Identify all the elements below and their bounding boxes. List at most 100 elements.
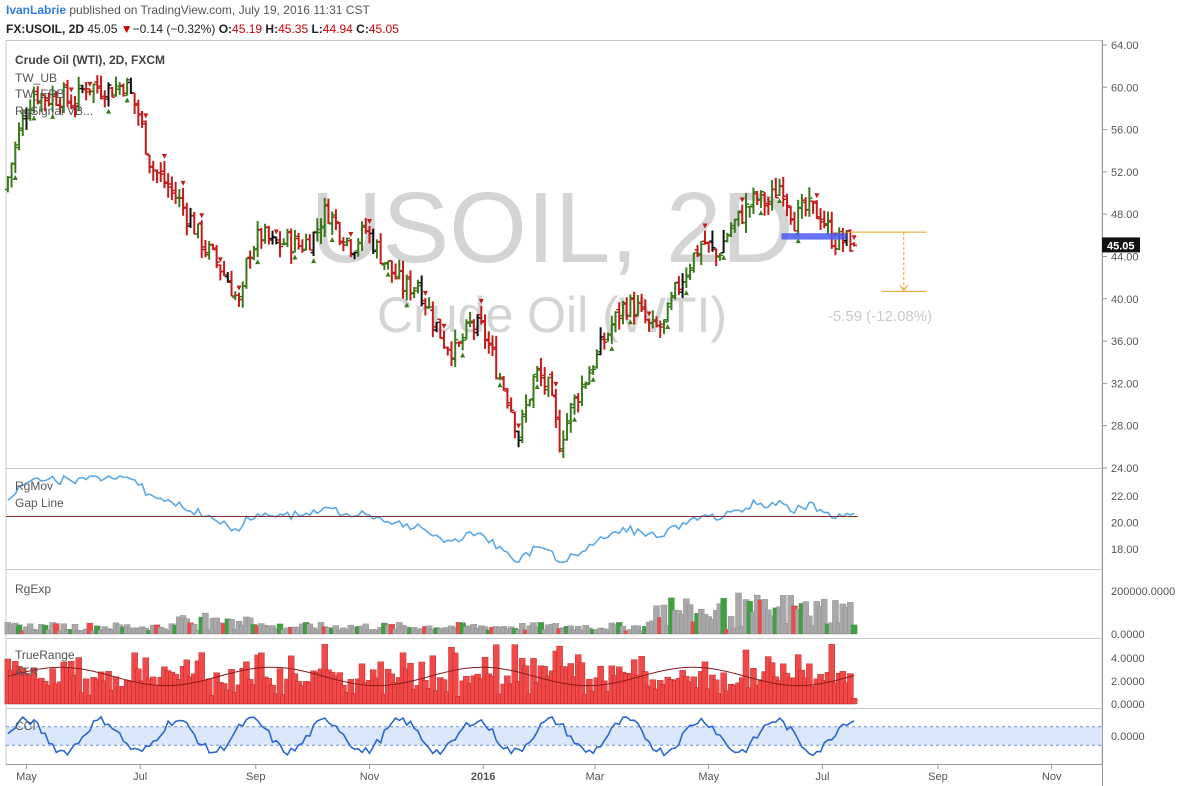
price-tick-label: 44.00 (1111, 252, 1139, 264)
truerange-bar (452, 652, 459, 705)
low-label: L: (311, 22, 323, 36)
truerange-bar (578, 662, 586, 705)
rgexp-tick-label: 200000.0000 (1111, 586, 1175, 598)
rgexp-tick-label: 0.0000 (1111, 629, 1145, 641)
price-tick-label: 24.00 (1111, 463, 1139, 475)
rgexp-bar (735, 592, 742, 635)
cci-tick-label: 0.0000 (1111, 731, 1145, 743)
signal-down-icon (366, 218, 372, 224)
rgexp-bar (850, 624, 858, 635)
close-value: 45.05 (368, 22, 399, 36)
price-tick-label: 56.00 (1111, 125, 1139, 137)
signal-up-icon (497, 382, 503, 388)
price-tag: 45.05 (1107, 240, 1135, 252)
signal-up-icon (255, 259, 261, 265)
rgexp-bar (780, 595, 787, 635)
signal-down-icon (68, 87, 74, 93)
signal-up-icon (329, 236, 335, 242)
time-tick-label: Nov (1042, 771, 1062, 783)
truerange-bar (429, 655, 437, 705)
rgexp-bar (15, 624, 23, 635)
time-tick-label: May (16, 771, 37, 783)
indicator-label-3: RgSignal VB... (15, 104, 93, 118)
signal-up-icon (609, 345, 615, 351)
price-tick-label: 48.00 (1111, 209, 1139, 221)
rgexp-bar (619, 625, 627, 635)
signal-down-icon (217, 257, 223, 263)
signal-down-icon (739, 197, 745, 203)
rgexp-bar (276, 623, 284, 635)
symbol-quote: FX:USOIL, 2D 45.05 ▼−0.14 (−0.32%) O:45.… (6, 22, 399, 36)
truerange-bar (377, 661, 384, 705)
rgexp-bar (41, 624, 49, 635)
time-tick-label: Jul (815, 771, 829, 783)
indicator-label-2: TW_EPB (15, 87, 64, 101)
signal-up-icon (534, 383, 540, 389)
price-tick-label: 32.00 (1111, 378, 1139, 390)
symbol-label[interactable]: FX:USOIL, 2D (6, 22, 85, 36)
pane-label-cci: CCI (15, 719, 36, 733)
rgmov-tick-label: 18.00 (1111, 544, 1139, 556)
open-value: 45.19 (232, 22, 263, 36)
signal-down-icon (161, 153, 167, 159)
signal-up-icon (590, 376, 596, 382)
signal-up-icon (795, 238, 801, 244)
low-value: 44.94 (322, 22, 353, 36)
truerange-tick-label: 4.0000 (1111, 653, 1145, 665)
rgexp-bar (720, 597, 727, 635)
truerange-bar (228, 669, 235, 705)
high-value: 45.35 (278, 22, 309, 36)
rgexp-bar (686, 604, 694, 635)
truerange-bar (82, 678, 90, 705)
signal-up-icon (292, 254, 298, 260)
open-label: O: (218, 22, 233, 36)
atr-line (7, 666, 855, 687)
truerange-bar (828, 644, 835, 705)
target-zone (781, 233, 847, 240)
rgexp-bar (27, 623, 34, 635)
cci-line (7, 715, 855, 757)
rgexp-bar (537, 622, 545, 635)
signal-down-icon (441, 323, 447, 329)
time-tick-label: May (698, 771, 719, 783)
rgmov-tick-label: 22.00 (1111, 491, 1139, 503)
price-tick-label: 40.00 (1111, 294, 1139, 306)
truerange-bar (75, 657, 82, 705)
time-tick-label: Nov (360, 771, 380, 783)
signal-up-icon (777, 197, 783, 203)
rgexp-bar (519, 623, 526, 635)
rgexp-bar (191, 623, 198, 635)
chart-header: IvanLabrie published on TradingView.com,… (0, 0, 1184, 40)
rgexp-bar (806, 615, 813, 635)
time-tick-label: 2016 (471, 771, 495, 783)
signal-up-icon (311, 258, 317, 264)
cci-band (6, 726, 1102, 746)
signal-down-icon (273, 229, 279, 235)
signal-up-icon (50, 113, 56, 119)
indicator-panes (4, 474, 1102, 757)
author-link[interactable]: IvanLabrie (6, 3, 67, 17)
truerange-tick-label: 0.0000 (1111, 699, 1145, 711)
truerange-bar (493, 644, 500, 705)
signal-up-icon (106, 108, 112, 114)
pane-label-rgmov: RgMov (15, 479, 53, 493)
signal-down-icon (199, 213, 205, 219)
price-tick-label: 28.00 (1111, 421, 1139, 433)
signal-down-icon (87, 81, 93, 87)
signal-down-icon (646, 311, 652, 317)
time-tick-label: Sep (246, 771, 266, 783)
signal-down-icon (814, 193, 820, 199)
signal-up-icon (627, 319, 633, 325)
signal-down-icon (851, 235, 857, 241)
price-tick-label: 36.00 (1111, 336, 1139, 348)
truerange-bar (806, 663, 813, 705)
down-arrow-icon: ▼ (120, 22, 133, 36)
rgexp-bar (228, 619, 235, 635)
signal-down-icon (516, 423, 522, 429)
signal-down-icon (180, 180, 186, 186)
watermark-symbol: USOIL, 2D (310, 172, 794, 284)
price-chart[interactable]: USOIL, 2D Crude Oil (WTI) 24.00 28.00 32.0… (0, 40, 1184, 786)
time-tick-label: Jul (133, 771, 147, 783)
truerange-bar (522, 665, 530, 705)
signal-up-icon (12, 175, 18, 181)
